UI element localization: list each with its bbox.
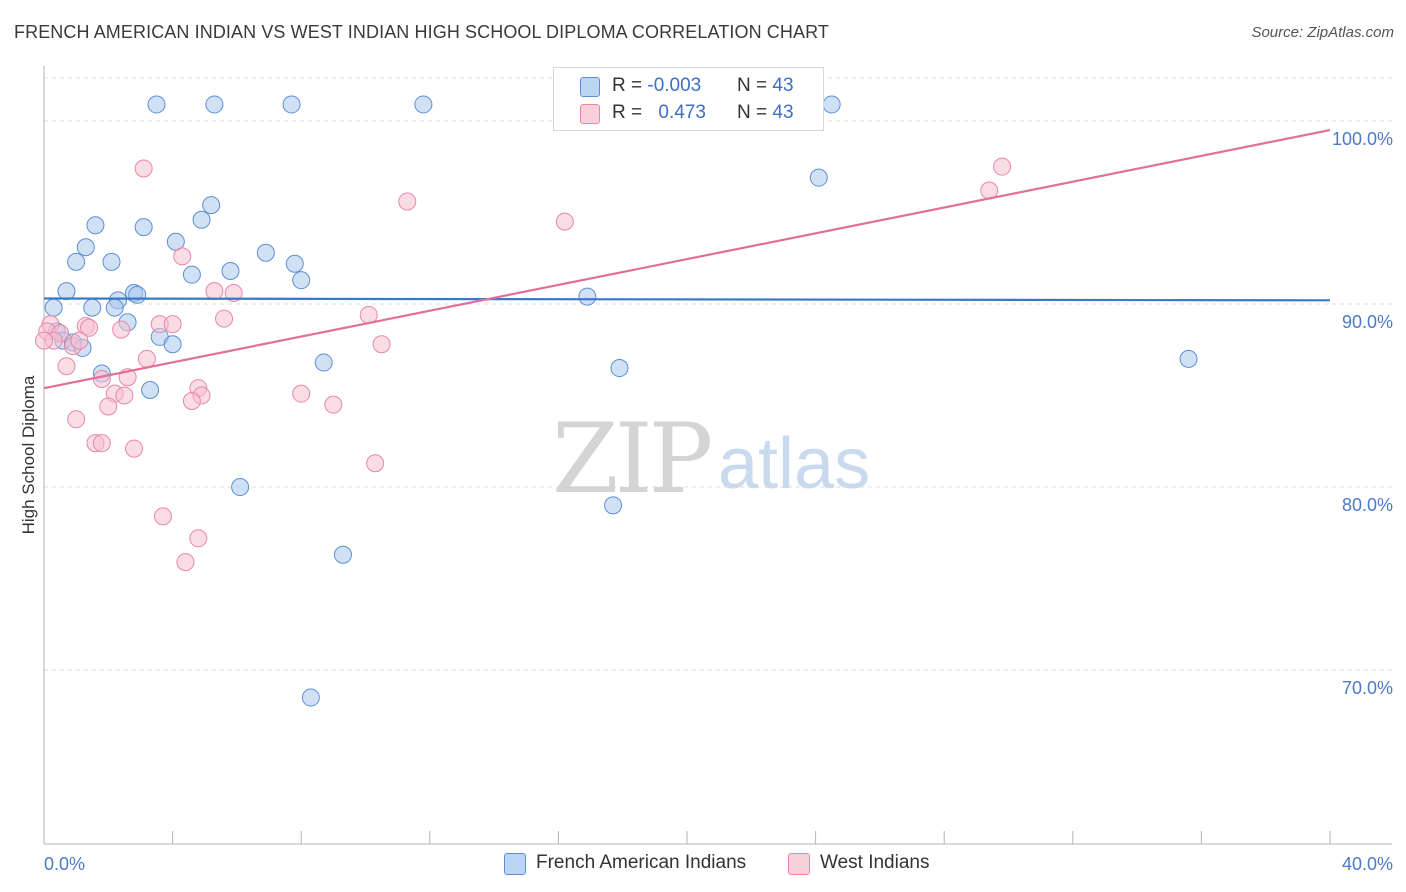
west-indian-point [993, 157, 1012, 176]
west-indian-point [215, 309, 234, 328]
pink-swatch [788, 853, 810, 875]
french-american-indian-point [610, 359, 629, 378]
french-american-indian-point [822, 95, 841, 114]
french-american-indian-point [1179, 349, 1198, 368]
watermark-zip: ZIP [552, 403, 711, 515]
west-indian-point [153, 507, 172, 526]
west-indian-point [163, 315, 182, 334]
blue-swatch [580, 77, 600, 97]
french-american-indian-point [578, 287, 597, 306]
y-tick-label: 70.0% [1342, 678, 1393, 698]
source-credit: Source: ZipAtlas.com [1251, 24, 1394, 41]
west-indian-point [67, 410, 86, 429]
grid-layer [44, 77, 1392, 671]
axis-layer [43, 66, 1392, 845]
x-tick-label: 0.0% [44, 854, 85, 874]
west-indian-point [137, 349, 156, 368]
legend-label: West Indians [820, 852, 930, 873]
watermark-atlas: atlas [718, 424, 870, 504]
french-american-indian-point [105, 298, 124, 317]
x-tick-label: 40.0% [1342, 854, 1393, 874]
west-indian-point [189, 529, 208, 548]
french-american-indian-point [163, 335, 182, 354]
french-american-indian-point [57, 282, 76, 301]
french-american-indian-point [809, 168, 828, 187]
west-indian-point [92, 434, 111, 453]
french-american-indian-point [134, 218, 153, 237]
r-stat: R = -0.003 [612, 75, 702, 96]
trend-layer [43, 128, 1331, 390]
label-layer: 70.0% 80.0% 90.0% 100.0% 0.0% 40.0% [44, 129, 1393, 874]
y-tick-label: 100.0% [1332, 129, 1393, 149]
west-indian-point [134, 159, 153, 178]
french-american-indian-point [256, 243, 275, 262]
french-american-indian-point [604, 496, 623, 515]
french-american-indian-point [67, 252, 86, 271]
west-indian-point [99, 397, 118, 416]
y-axis-label: High School Diploma [19, 375, 38, 534]
blue-swatch [504, 853, 526, 875]
french-american-indian-point [147, 95, 166, 114]
y-tick-label: 80.0% [1342, 495, 1393, 515]
west-indian-point [224, 283, 243, 302]
west-indian-point [173, 247, 192, 266]
french-american-indian-point [86, 216, 105, 235]
r-stat: R = 0.473 [612, 102, 706, 123]
west-indian-point [70, 331, 89, 350]
west-indian-point [182, 391, 201, 410]
french-american-indian-point [414, 95, 433, 114]
french-american-indian-point [314, 353, 333, 372]
french-american-indian-point [205, 95, 224, 114]
blue-trend-line [43, 297, 1331, 302]
chart-title: FRENCH AMERICAN INDIAN VS WEST INDIAN HI… [14, 22, 829, 42]
west-indian-point [372, 335, 391, 354]
french-american-indian-point [333, 545, 352, 564]
french-american-indian-point [102, 252, 121, 271]
west-indian-point [398, 192, 417, 211]
legend-row-french-american-indians: R = -0.003 N = 43 [554, 74, 823, 100]
west-indian-point [35, 331, 53, 350]
west-indian-point [292, 384, 311, 403]
west-indian-point [205, 282, 224, 301]
french-american-indian-point [192, 210, 211, 229]
french-american-indian-point [282, 95, 301, 114]
french-american-indian-point [285, 254, 304, 273]
west-indian-point [176, 553, 195, 572]
west-indian-point [115, 386, 134, 405]
series-legend: French American Indians West Indians [0, 851, 1406, 879]
correlation-legend: R = -0.003 N = 43 R = 0.473 N = 43 [553, 67, 824, 131]
french-american-indian-point [83, 298, 102, 317]
n-stat: N = 43 [737, 102, 794, 123]
y-tick-label: 90.0% [1342, 312, 1393, 332]
french-american-indian-point [141, 381, 160, 400]
west-indian-point [92, 370, 111, 389]
west-indian-point [112, 320, 131, 339]
french-american-indian-point [182, 265, 201, 284]
french-american-indian-point [292, 271, 311, 290]
west-indian-point [57, 357, 76, 376]
pink-trend-line [43, 128, 1331, 390]
legend-label: French American Indians [536, 852, 747, 873]
french-american-indian-point [221, 262, 240, 281]
french-american-indian-point [231, 478, 250, 497]
watermark: ZIP atlas [552, 403, 870, 515]
french-american-indian-point [128, 285, 147, 304]
west-indian-point [125, 439, 144, 458]
french-american-indian-point [44, 298, 63, 317]
west-indian-point [324, 395, 343, 414]
french-american-indian-point [202, 196, 221, 215]
west-indian-point [555, 212, 574, 231]
pink-swatch [580, 104, 600, 124]
french-american-indian-point [76, 238, 95, 257]
n-stat: N = 43 [737, 75, 794, 96]
west-indian-point [366, 454, 385, 473]
legend-row-west-indians: R = 0.473 N = 43 [554, 101, 823, 127]
french-american-indian-point [301, 688, 320, 707]
points-layer [35, 95, 1198, 707]
west-indian-point [80, 318, 99, 337]
